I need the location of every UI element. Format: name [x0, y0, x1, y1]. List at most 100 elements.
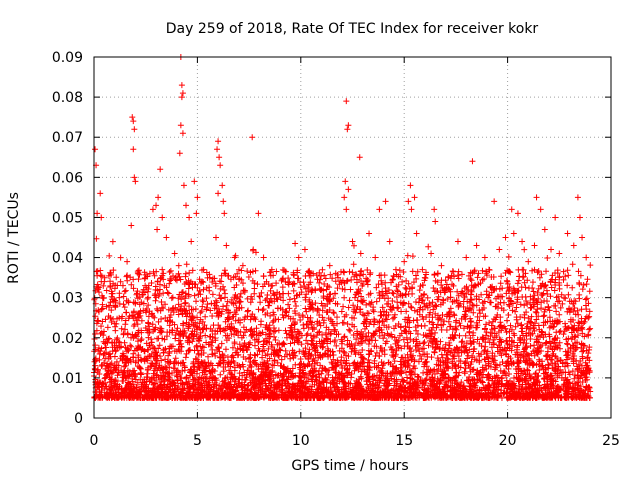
data-point [376, 368, 383, 375]
data-point [250, 315, 257, 322]
data-point [166, 268, 173, 275]
data-point [459, 288, 466, 295]
data-point [91, 336, 98, 343]
data-point [222, 346, 229, 353]
data-point [553, 308, 560, 315]
data-point [429, 331, 436, 338]
data-point [138, 317, 145, 324]
data-point [155, 318, 162, 325]
data-point [548, 284, 555, 291]
data-point [512, 308, 519, 315]
data-point [345, 122, 352, 129]
data-point [185, 291, 192, 298]
data-point [420, 291, 427, 298]
data-point [523, 333, 530, 340]
data-point [532, 320, 539, 327]
data-point [204, 301, 211, 308]
data-point [524, 301, 531, 308]
data-point [474, 313, 481, 320]
data-point [513, 304, 520, 311]
data-point [474, 274, 481, 281]
data-point [260, 273, 267, 280]
data-point [128, 281, 135, 288]
data-point [445, 318, 452, 325]
data-point [108, 318, 115, 325]
data-point [356, 154, 363, 161]
data-point [338, 354, 345, 361]
data-point [180, 359, 187, 366]
data-point [188, 238, 195, 245]
data-point [175, 270, 182, 277]
data-point [552, 335, 559, 342]
data-point [540, 313, 547, 320]
data-point [117, 254, 124, 261]
data-point [507, 269, 514, 276]
data-point [344, 321, 351, 328]
data-point [295, 254, 302, 261]
data-point [383, 290, 390, 297]
data-point [405, 280, 412, 287]
data-point [334, 285, 341, 292]
data-point [255, 339, 262, 346]
data-point [553, 294, 560, 301]
data-point [331, 310, 338, 317]
data-point [312, 286, 319, 293]
data-point [509, 307, 516, 314]
data-point [239, 280, 246, 287]
data-point [171, 250, 178, 257]
data-point [217, 371, 224, 378]
data-point [282, 347, 289, 354]
data-point [175, 262, 182, 269]
data-point [467, 269, 474, 276]
data-point [400, 336, 407, 343]
data-point [221, 210, 228, 217]
data-point [511, 332, 518, 339]
data-point [152, 357, 159, 364]
data-point [357, 287, 364, 294]
data-point [297, 284, 304, 291]
data-point [304, 330, 311, 337]
data-point [106, 367, 113, 374]
data-point [584, 276, 591, 283]
data-point [217, 162, 224, 169]
data-point [560, 276, 567, 283]
data-point [164, 289, 171, 296]
data-point [483, 321, 490, 328]
data-point [106, 350, 113, 357]
data-point [438, 326, 445, 333]
data-point [122, 321, 129, 328]
data-point [583, 281, 590, 288]
data-point [414, 331, 421, 338]
data-point [518, 328, 525, 335]
data-point [285, 290, 292, 297]
data-point [394, 287, 401, 294]
data-point [180, 182, 187, 189]
data-point [341, 313, 348, 320]
data-point [235, 266, 242, 273]
data-point [228, 320, 235, 327]
data-point [481, 347, 488, 354]
data-point [239, 372, 246, 379]
data-point [562, 295, 569, 302]
data-point [551, 302, 558, 309]
data-point [259, 307, 266, 314]
data-point [132, 178, 139, 185]
data-point [245, 307, 252, 314]
data-point [402, 284, 409, 291]
data-point [358, 277, 365, 284]
data-point [356, 272, 363, 279]
data-point [339, 285, 346, 292]
data-point [177, 122, 184, 129]
data-point [145, 294, 152, 301]
data-point [357, 250, 364, 257]
data-point [504, 317, 511, 324]
data-point [144, 295, 151, 302]
data-point [162, 301, 169, 308]
data-point [569, 284, 576, 291]
data-point [350, 242, 357, 249]
data-point [422, 275, 429, 282]
data-point [541, 226, 548, 233]
data-point [578, 306, 585, 313]
data-point [528, 304, 535, 311]
data-point [98, 345, 105, 352]
